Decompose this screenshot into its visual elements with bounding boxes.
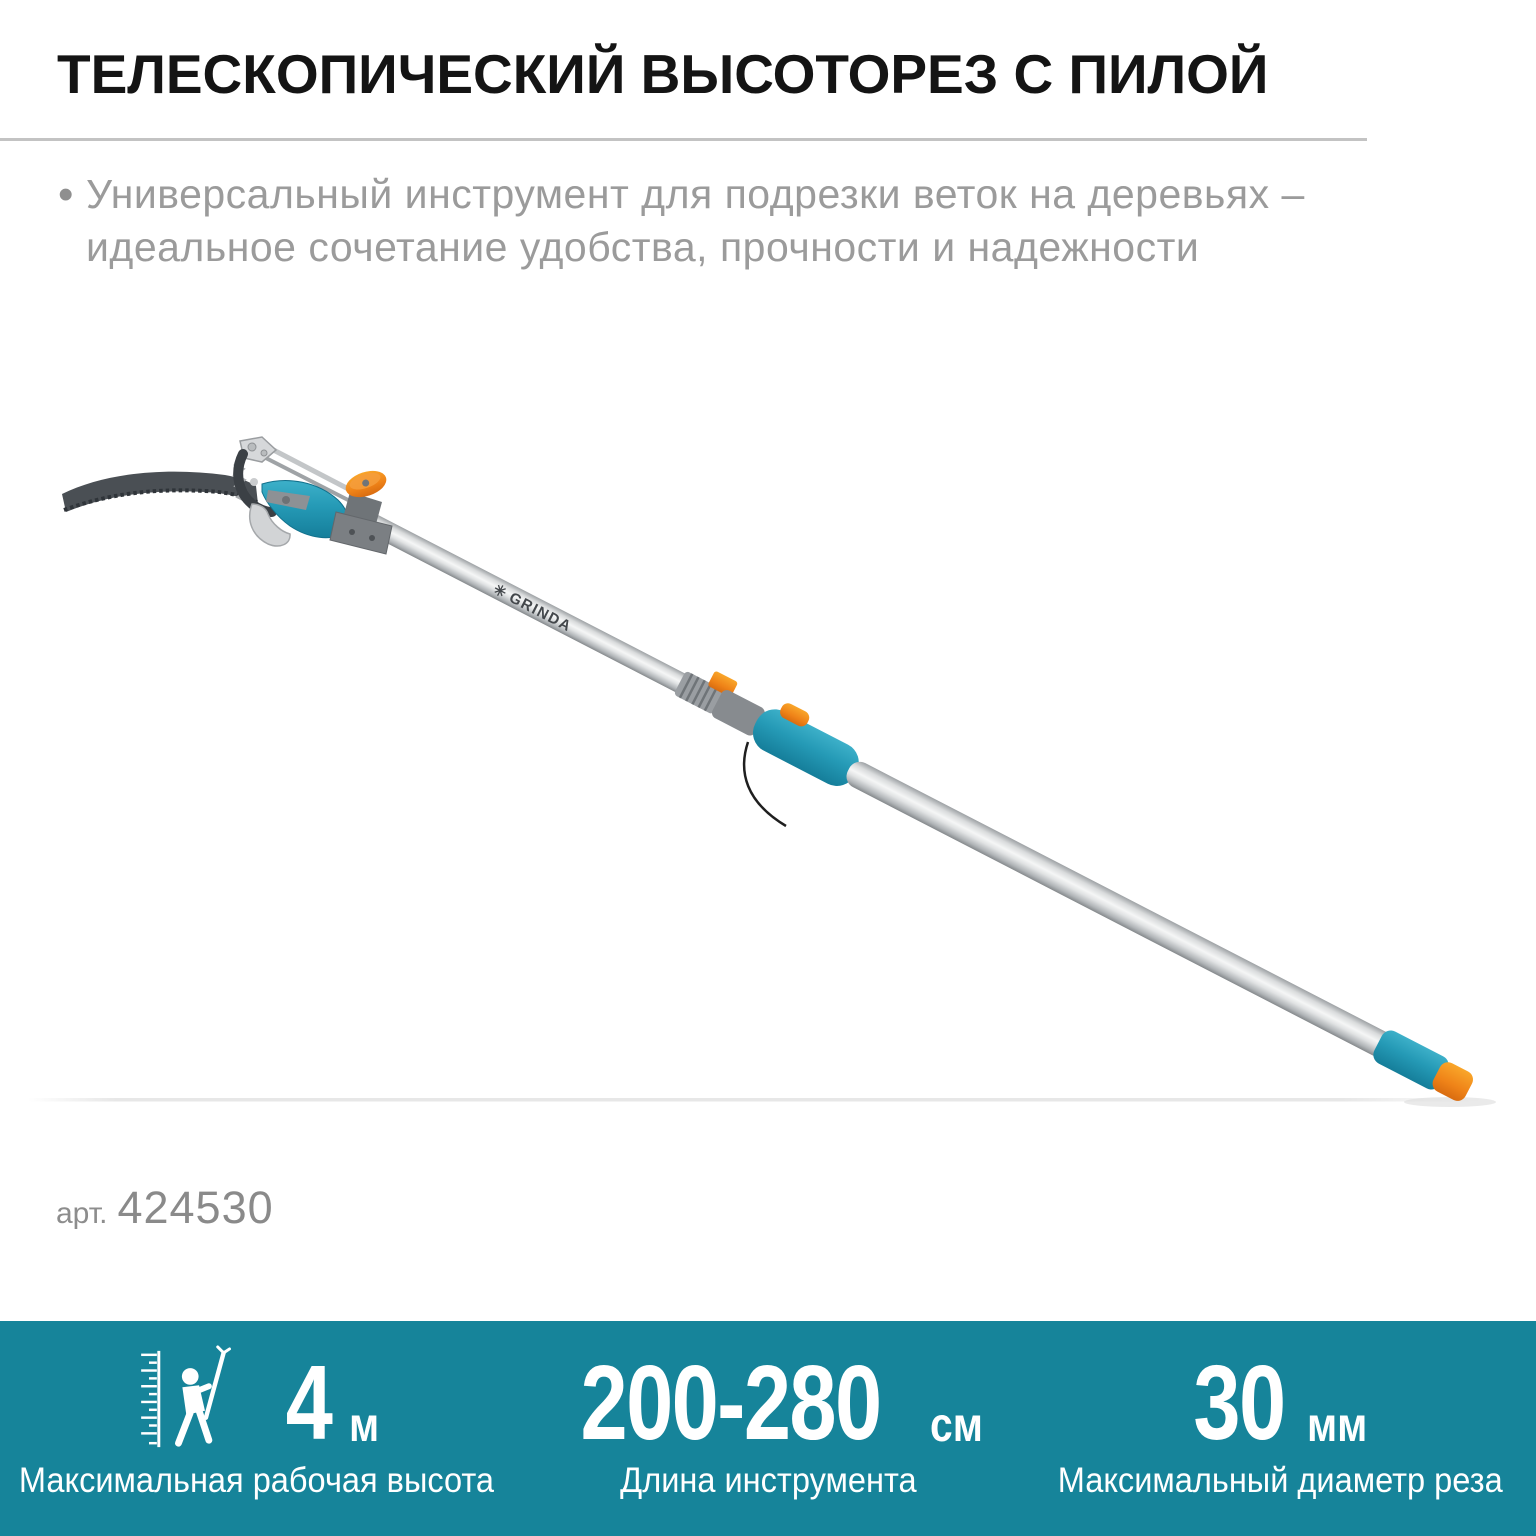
page-title: ТЕЛЕСКОПИЧЕСКИЙ ВЫСОТОРЕЗ С ПИЛОЙ (57, 43, 1269, 105)
linkage-bar-2 (257, 452, 353, 504)
sku-label: арт. (56, 1197, 108, 1230)
upper-tube (358, 511, 690, 693)
spec-bar: 4 м Максимальная рабочая высота 200-280 … (0, 1321, 1536, 1536)
lower-tube (846, 761, 1395, 1059)
end-cap (1432, 1062, 1473, 1101)
clamp-bolt-2 (369, 535, 375, 541)
spec-max-height: 4 м Максимальная рабочая высота (0, 1321, 512, 1536)
spec-caption: Максимальная рабочая высота (18, 1461, 494, 1500)
bullet-dot: • (58, 170, 74, 219)
brand-mark: ✳ GRINDA (490, 581, 574, 636)
sku: арт. 424530 (56, 1182, 274, 1234)
sku-number: 424530 (117, 1182, 274, 1233)
description-line-1: Универсальный инструмент для подрезки ве… (86, 171, 1305, 217)
description-line-2: идеальное сочетание удобства, прочности … (86, 224, 1200, 270)
description: • Универсальный инструмент для подрезки … (56, 168, 1476, 274)
spec-unit: см (930, 1399, 984, 1452)
cutting-hook (248, 503, 291, 547)
spec-unit: м (348, 1399, 379, 1452)
head-screw (282, 496, 290, 504)
pivot-screw (247, 442, 257, 452)
teal-grip (752, 709, 859, 786)
spec-length: 200-280 см Длина инструмента (512, 1321, 1024, 1536)
pruner-head (62, 436, 393, 555)
spec-value: 200-280 (580, 1344, 883, 1462)
clamp-bolt (349, 529, 355, 535)
end-sleeve (1373, 1030, 1449, 1090)
spec-value: 4 (285, 1344, 332, 1462)
orange-clip (708, 671, 738, 697)
ruler-person-icon (140, 1345, 231, 1448)
telescopic-pole: ✳ GRINDA (358, 511, 1473, 1101)
description-text: Универсальный инструмент для подрезки ве… (86, 168, 1476, 274)
floor-shadow (28, 1097, 1496, 1107)
title-divider (0, 138, 1367, 141)
spec-cut-diameter: 30 мм Максимальный диаметр реза (1024, 1321, 1536, 1536)
lever-hole (250, 478, 258, 486)
pivot-screw-2 (260, 449, 268, 457)
orange-knob (345, 470, 387, 498)
product-image: ✳ GRINDA (28, 436, 1496, 1107)
pull-cord (742, 741, 787, 828)
pole-clamp (329, 511, 393, 555)
spec-caption: Длина инструмента (619, 1461, 917, 1500)
spec-value: 30 (1192, 1344, 1286, 1462)
lock-collar (711, 690, 765, 736)
spec-unit: мм (1307, 1399, 1368, 1452)
linkage-bar (260, 441, 360, 497)
spec-caption: Максимальный диаметр реза (1057, 1461, 1503, 1500)
grip-button (780, 703, 810, 727)
